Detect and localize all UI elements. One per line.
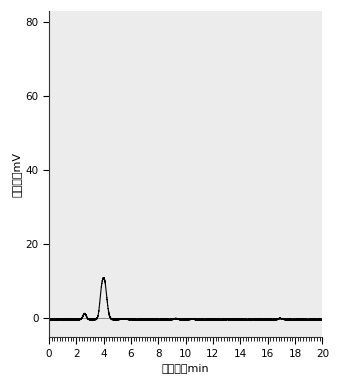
- X-axis label: 保留时间min: 保留时间min: [162, 363, 209, 373]
- Y-axis label: 信号强度mV: 信号强度mV: [11, 152, 21, 197]
